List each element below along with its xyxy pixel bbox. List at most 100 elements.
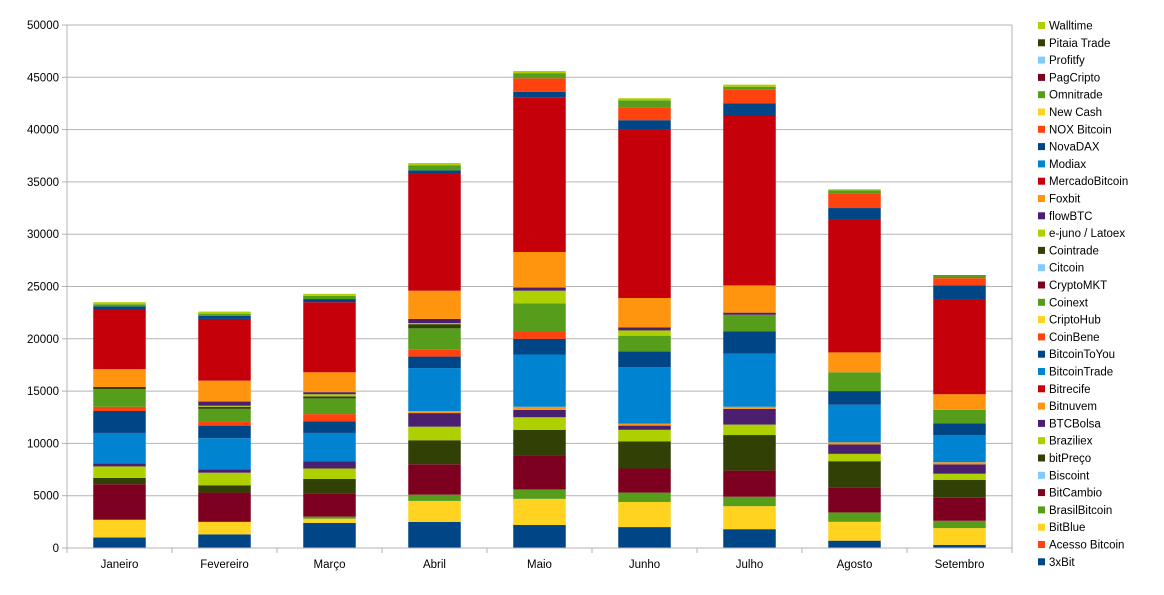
legend-label: Bitnuvem xyxy=(1049,401,1097,413)
bar-segment xyxy=(303,414,356,422)
legend-label: BitBlue xyxy=(1049,522,1085,534)
bar-segment xyxy=(933,480,986,498)
bar-segment xyxy=(513,303,566,332)
legend-label: Coinext xyxy=(1049,297,1089,309)
bar-segment xyxy=(408,464,461,495)
bar-segment xyxy=(408,426,461,441)
legend-swatch xyxy=(1038,368,1045,375)
legend-swatch xyxy=(1038,39,1045,47)
bar-segment xyxy=(828,189,881,191)
legend-label: CoinBene xyxy=(1049,332,1100,344)
bar-segment xyxy=(93,537,146,548)
bar-segment xyxy=(723,406,776,409)
bar-segment xyxy=(618,468,671,493)
bar-segment xyxy=(93,369,146,387)
legend-swatch xyxy=(1038,229,1045,237)
legend-label: BitcoinTrade xyxy=(1049,367,1113,379)
bar-segment xyxy=(513,409,566,418)
legend-swatch xyxy=(1038,316,1045,324)
bar-segment xyxy=(933,394,986,410)
bar-segment xyxy=(513,73,566,79)
bar-segment xyxy=(933,409,986,424)
bar-segment xyxy=(723,84,776,87)
legend-swatch xyxy=(1038,143,1045,151)
y-tick-label: 10000 xyxy=(27,438,59,450)
legend-label: Omnitrade xyxy=(1049,90,1103,102)
x-tick-label: Setembro xyxy=(935,559,985,571)
bar-segment xyxy=(933,497,986,521)
bar-segment xyxy=(303,522,356,548)
legend-swatch xyxy=(1038,281,1045,289)
bar-segment xyxy=(618,492,671,502)
x-tick-label: Março xyxy=(314,559,346,571)
y-tick-label: 40000 xyxy=(27,125,59,137)
bar-segment xyxy=(408,173,461,291)
x-tick-label: Agosto xyxy=(837,559,873,571)
bar-segment xyxy=(723,331,776,354)
bar-segment xyxy=(93,309,146,370)
bar-segment xyxy=(93,466,146,478)
bar-segment xyxy=(933,528,986,545)
legend-swatch xyxy=(1038,264,1045,272)
bar-segment xyxy=(408,349,461,357)
legend-label: NovaDAX xyxy=(1049,142,1100,154)
legend-swatch xyxy=(1038,523,1045,531)
bar-segment xyxy=(408,318,461,324)
bar-segment xyxy=(828,521,881,541)
legend-swatch xyxy=(1038,506,1045,514)
bar-segment xyxy=(303,396,356,399)
bar-segment xyxy=(408,170,461,174)
bar-segment xyxy=(303,394,356,397)
y-tick-label: 5000 xyxy=(33,491,59,503)
x-tick-label: Fevereiro xyxy=(200,559,249,571)
legend-swatch xyxy=(1038,195,1045,202)
legend-swatch xyxy=(1038,212,1045,220)
bar-segment xyxy=(618,100,671,108)
legend-label: Cointrade xyxy=(1049,245,1099,257)
bar-segment xyxy=(198,534,251,548)
legend-label: BrasilBitcoin xyxy=(1049,505,1112,517)
bar-segment xyxy=(513,331,566,339)
bar-segment xyxy=(408,324,461,329)
bar-segment xyxy=(513,78,566,92)
bar-segment xyxy=(618,120,671,130)
bar-segment xyxy=(828,193,881,209)
bar-segment xyxy=(93,410,146,433)
bar-segment xyxy=(933,464,986,474)
bar-segment xyxy=(408,440,461,465)
bar-segment xyxy=(933,274,986,279)
bar-segment xyxy=(408,163,461,166)
bar-segment xyxy=(198,315,251,319)
bar-segment xyxy=(408,413,461,427)
bar-segment xyxy=(513,429,566,456)
bar-segment xyxy=(723,496,776,507)
bar-segment xyxy=(513,338,566,355)
bar-segment xyxy=(933,544,986,548)
y-tick-label: 45000 xyxy=(27,72,59,84)
bar-segment xyxy=(618,298,671,328)
axis-layer: 0 5000 10000 15000 20000 25000 30000 35000 40000… xyxy=(27,20,1013,571)
legend-label: BitCambio xyxy=(1049,488,1102,500)
bar-segment xyxy=(198,401,251,406)
legend-label: MercadoBitcoin xyxy=(1049,176,1128,188)
legend-label: BitcoinToYou xyxy=(1049,349,1115,361)
bar-segment xyxy=(198,438,251,470)
legend-swatch xyxy=(1038,73,1045,81)
legend-swatch xyxy=(1038,108,1045,116)
bar-segment xyxy=(198,311,251,314)
bar-segment xyxy=(618,367,671,424)
bar-segment xyxy=(618,425,671,430)
bar-segment xyxy=(408,500,461,522)
legend-swatch xyxy=(1038,437,1045,445)
bar-segment xyxy=(303,461,356,469)
legend-swatch xyxy=(1038,471,1045,479)
bar-segment xyxy=(513,489,566,499)
legend-label: BTCBolsa xyxy=(1049,418,1101,430)
legend-swatch xyxy=(1038,22,1045,29)
y-tick-label: 35000 xyxy=(27,177,59,189)
legend-label: 3xBit xyxy=(1049,557,1075,569)
bar-segment xyxy=(93,432,146,464)
legend: Walltime Pitaia Trade Profitfy PagCripto Omn… xyxy=(1038,21,1128,569)
bar-segment xyxy=(513,287,566,291)
